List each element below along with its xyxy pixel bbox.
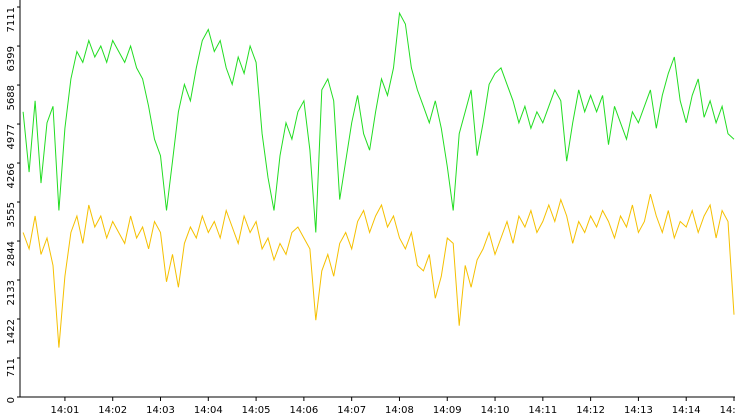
x-tick-label: 14:12 [576, 405, 605, 415]
y-tick-label: 6399 [6, 46, 17, 71]
series-line [22, 193, 735, 348]
x-tick-label: 14:15 [720, 405, 735, 415]
x-tick-label: 14:09 [433, 405, 462, 415]
series-line [22, 11, 735, 233]
x-tick-label: 14:14 [672, 405, 701, 415]
y-tick-label: 2844 [6, 241, 17, 266]
y-tick-label: 3555 [6, 202, 17, 227]
y-tick-label: 711 [6, 358, 17, 377]
x-tick-label: 14:08 [385, 405, 414, 415]
x-tick-label: 14:05 [242, 405, 271, 415]
y-tick-label: 4977 [6, 124, 17, 149]
x-tick-label: 14:06 [289, 405, 318, 415]
x-tick-label: 14:04 [194, 405, 223, 415]
y-tick-label: 4266 [6, 163, 17, 188]
x-tick-label: 14:07 [337, 405, 366, 415]
y-tick-label: 7111 [6, 7, 17, 32]
y-tick-label: 0 [6, 397, 17, 403]
x-tick-label: 14:03 [146, 405, 175, 415]
x-tick-label: 14:13 [624, 405, 653, 415]
x-tick-label: 14:10 [481, 405, 510, 415]
x-tick-label: 14:11 [528, 405, 557, 415]
y-tick-label: 1422 [6, 319, 17, 344]
y-tick-label: 5688 [6, 85, 17, 110]
y-tick-label: 2133 [6, 280, 17, 305]
x-tick-label: 14:02 [98, 405, 127, 415]
x-tick-label: 14:01 [51, 405, 80, 415]
